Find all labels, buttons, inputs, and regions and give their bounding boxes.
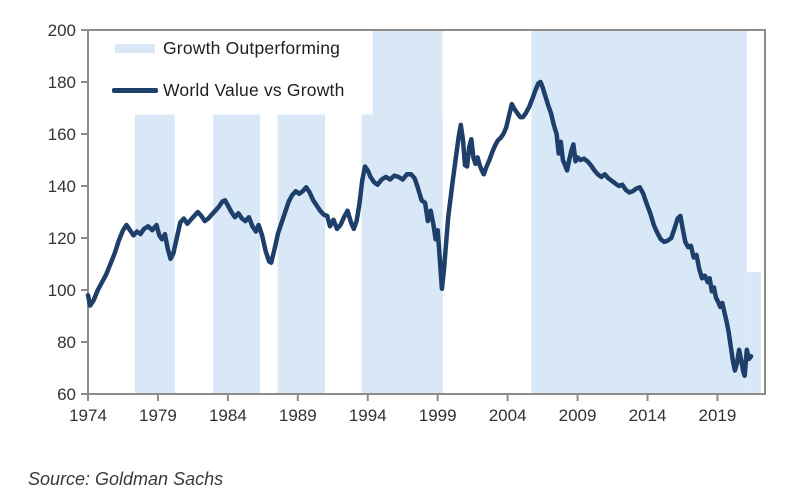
legend-label-world-value-vs-growth: World Value vs Growth [163,79,345,100]
legend-label-growth-outperforming: Growth Outperforming [163,37,341,58]
x-axis-tick-label: 1974 [69,406,107,425]
x-axis-tick-label: 2004 [489,406,527,425]
bands-layer [134,30,761,394]
source-note: Source: Goldman Sachs [28,469,224,489]
x-axis-tick-label: 1994 [349,406,387,425]
y-axis-tick-label: 80 [57,333,76,352]
legend-band-swatch [115,43,155,53]
x-axis-tick-label: 1999 [419,406,457,425]
x-axis-tick-label: 1984 [209,406,247,425]
y-axis-tick-label: 100 [48,281,76,300]
y-axis-tick-label: 140 [48,177,76,196]
chart-svg: 60 80 100 120 140 160 180 200 1974 1979 1984 1989 19… [48,21,766,425]
legend-item-growth-outperforming: Growth Outperforming [112,38,345,58]
y-axis-tick-label: 200 [48,21,76,40]
x-axis-tick-label: 2014 [629,406,667,425]
plot-border [87,29,766,395]
y-axis-tick-label: 120 [48,229,76,248]
x-axis-tick-label: 1989 [279,406,317,425]
x-axis-tick-label: 2009 [559,406,597,425]
growth-outperforming-band [277,114,326,394]
chart-legend: Growth Outperforming World Value vs Grow… [112,38,345,122]
x-axis-tick-label: 2019 [699,406,737,425]
legend-line-swatch [112,87,158,93]
growth-outperforming-band [531,30,747,394]
growth-outperforming-band [213,114,261,394]
axes-layer: 60 80 100 120 140 160 180 200 1974 1979 1984 1989 19… [48,21,737,425]
legend-item-world-value-vs-growth: World Value vs Growth [112,80,345,100]
value-line [85,79,754,379]
x-axis-tick-label: 1979 [139,406,177,425]
y-axis-tick-label: 160 [48,125,76,144]
y-axis-tick-label: 180 [48,73,76,92]
y-axis-tick-label: 60 [57,385,76,404]
growth-outperforming-band [746,271,761,394]
